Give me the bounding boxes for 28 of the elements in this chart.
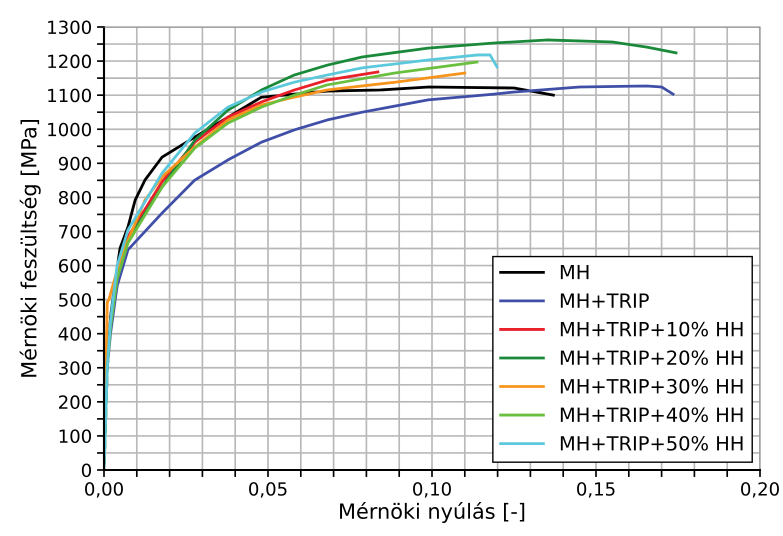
legend-label: MH+TRIP+40% HH [560,407,743,422]
legend-label: MH+TRIP+10% HH [560,322,743,337]
y-tick-label: 700 [59,224,91,239]
y-tick-label: 1200 [48,54,91,68]
x-tick-label: 0,00 [85,482,123,498]
x-tick-label: 0,05 [249,482,287,498]
legend-label: MH+TRIP+30% HH [560,378,743,394]
legend-label: MH+TRIP+50% HH [560,436,743,451]
y-tick-label: 1000 [48,122,91,136]
x-tick-label: 0,15 [577,482,615,498]
x-axis-title: Mérnöki nyúlás [-] [340,502,524,524]
y-tick-label: 900 [58,156,91,170]
legend-label: MH+TRIP [560,294,649,308]
y-tick-label: 0 [82,463,91,478]
x-tick-label: 0,10 [413,482,451,498]
y-tick-label: 400 [58,327,91,341]
y-tick-label: 1300 [48,20,91,34]
legend-label: MH [560,264,588,280]
x-tick-label: 0,20 [741,482,779,498]
y-tick-label: 500 [59,293,91,307]
y-tick-label: 800 [58,190,91,204]
y-tick-label: 600 [58,259,91,273]
y-axis-title: Mérnöki feszültség [MPa] [20,120,41,377]
y-tick-label: 200 [59,395,91,409]
y-tick-label: 1100 [48,88,91,102]
legend-label: MH+TRIP+20% HH [560,350,743,366]
y-tick-label: 100 [60,429,91,444]
y-tick-label: 300 [59,361,91,375]
